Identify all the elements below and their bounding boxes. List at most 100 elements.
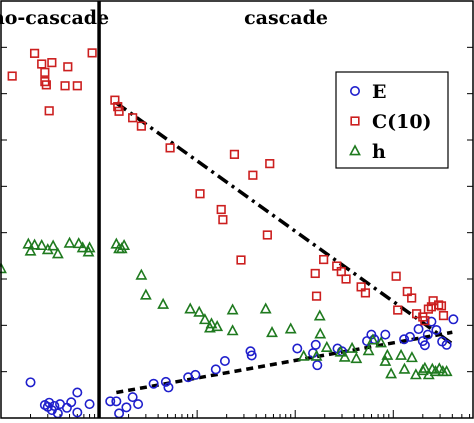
point-c10	[87, 48, 97, 58]
legend: E C(10) h	[335, 71, 449, 169]
point-h	[418, 361, 431, 373]
point-c10	[7, 71, 17, 81]
point-c10	[40, 67, 50, 77]
point-h	[350, 351, 363, 364]
point-c10	[114, 106, 124, 116]
point-c10	[63, 62, 73, 72]
point-c10	[72, 81, 82, 91]
point-c10	[341, 274, 351, 284]
point-h	[297, 349, 310, 361]
point-h	[429, 364, 442, 377]
trendlines	[115, 101, 454, 395]
point-c10	[319, 254, 329, 265]
point-e	[210, 364, 221, 375]
point-c10	[47, 58, 57, 68]
point-c10	[265, 159, 275, 169]
point-c10	[128, 113, 138, 123]
point-c10	[391, 271, 401, 281]
point-e	[419, 340, 430, 351]
point-h	[226, 303, 239, 315]
point-h	[362, 344, 375, 356]
point-h	[395, 348, 407, 360]
point-c10	[393, 305, 403, 315]
point-h	[63, 236, 76, 248]
point-h	[139, 288, 152, 300]
region-label-cascade: cascade	[244, 7, 328, 29]
point-h	[83, 241, 96, 253]
point-h	[135, 268, 148, 280]
point-c10	[229, 149, 240, 159]
point-e	[111, 396, 122, 407]
point-c10	[248, 170, 258, 180]
legend-marker-h	[349, 144, 361, 156]
point-h	[47, 239, 60, 251]
point-c10	[195, 189, 205, 199]
point-c10	[434, 300, 444, 310]
point-h	[226, 324, 239, 336]
point-h	[118, 238, 131, 251]
point-h	[398, 362, 411, 374]
point-e	[312, 360, 323, 371]
point-h	[266, 326, 278, 338]
axis-ticks	[1, 46, 473, 418]
point-c10	[29, 48, 40, 58]
point-e	[66, 397, 77, 408]
point-h	[51, 247, 64, 259]
point-h	[440, 364, 453, 377]
point-c10	[165, 143, 175, 153]
point-h	[24, 244, 37, 256]
point-c10	[336, 266, 346, 277]
legend-box	[335, 71, 449, 169]
point-e	[422, 329, 433, 340]
point-e	[431, 324, 442, 335]
legend-label-h: h	[372, 141, 386, 163]
point-e	[246, 350, 257, 361]
point-c10	[218, 215, 228, 225]
point-e	[84, 399, 95, 410]
point-h	[338, 350, 351, 362]
point-e	[105, 396, 116, 407]
point-e	[310, 339, 321, 350]
point-h	[184, 302, 197, 314]
point-e	[380, 329, 391, 340]
legend-symbols	[349, 86, 361, 156]
legend-marker-c10	[350, 116, 360, 126]
point-h	[76, 241, 89, 253]
point-h	[284, 322, 297, 334]
point-e	[148, 378, 159, 389]
point-e	[426, 316, 437, 327]
point-e	[121, 402, 132, 413]
point-e	[25, 377, 36, 388]
point-c10	[216, 204, 226, 215]
point-h	[259, 302, 272, 314]
point-h	[157, 297, 170, 309]
point-h	[379, 354, 392, 366]
point-h	[314, 327, 327, 339]
point-c10	[407, 293, 417, 303]
point-c10	[113, 102, 123, 112]
point-h	[22, 237, 35, 249]
point-h	[203, 321, 216, 333]
point-h	[375, 336, 387, 348]
legend-label-e: E	[372, 81, 386, 103]
point-e	[413, 324, 424, 335]
point-c10	[44, 106, 54, 116]
point-c10	[420, 316, 430, 326]
point-e	[190, 369, 201, 380]
point-e	[441, 339, 452, 350]
point-h	[35, 238, 48, 251]
point-c10	[236, 255, 246, 265]
data-points	[0, 48, 459, 419]
point-e	[292, 343, 303, 354]
point-c10	[41, 80, 51, 90]
point-h	[313, 309, 326, 321]
point-h	[366, 333, 379, 345]
point-h	[346, 341, 359, 353]
point-h	[334, 345, 347, 357]
point-h	[211, 320, 224, 332]
point-e	[133, 399, 144, 410]
point-h	[406, 351, 418, 363]
